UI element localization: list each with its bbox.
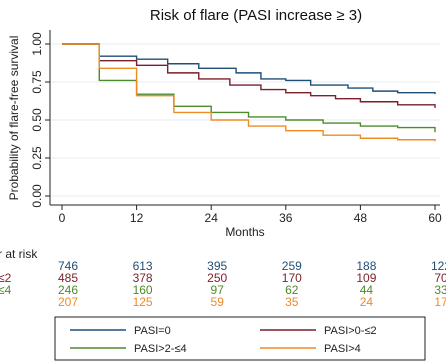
- risk-value-3-5: 17: [434, 295, 446, 309]
- legend-label-1: PASI>0-≤2: [324, 325, 377, 337]
- risk-value-0-5: 122: [431, 259, 446, 273]
- risk-value-0-3: 259: [282, 259, 302, 273]
- series-line-3: [62, 43, 436, 142]
- risk-row-label-1: ≤2: [0, 271, 12, 285]
- number-at-risk-label: r at risk: [0, 247, 38, 261]
- risk-value-3-2: 59: [211, 295, 225, 309]
- risk-value-1-4: 109: [356, 271, 376, 285]
- risk-value-2-1: 160: [133, 283, 153, 297]
- number-at-risk-table: 746 613 395 259 188 122 ≤2 485 378 250 170 109 70 ≤4 2…: [0, 259, 446, 309]
- chart-title: Risk of flare (PASI increase ≥ 3): [150, 7, 362, 24]
- risk-value-3-1: 125: [133, 295, 153, 309]
- risk-value-2-5: 33: [434, 283, 446, 297]
- risk-value-2-0: 246: [58, 283, 78, 297]
- legend-box: [54, 316, 426, 361]
- y-axis-label: Probability of flare-free survival: [7, 36, 21, 201]
- x-tick-label-2: 24: [205, 211, 219, 225]
- risk-value-1-5: 70: [434, 271, 446, 285]
- series-line-2: [62, 43, 436, 133]
- risk-value-2-2: 97: [211, 283, 225, 297]
- legend-label-0: PASI=0: [134, 325, 171, 337]
- risk-value-3-4: 24: [360, 295, 374, 309]
- risk-value-2-3: 62: [285, 283, 299, 297]
- x-ticks: 0 12 24 36 48 60: [59, 205, 442, 225]
- risk-value-0-1: 613: [133, 259, 153, 273]
- risk-value-1-1: 378: [133, 271, 153, 285]
- x-tick-label-0: 0: [59, 211, 66, 225]
- x-axis-label: Months: [225, 225, 264, 239]
- risk-value-0-4: 188: [356, 259, 376, 273]
- series-line-0: [62, 43, 436, 95]
- series-line-1: [62, 43, 436, 108]
- legend: PASI=0 PASI>0-≤2 PASI>2-≤4 PASI>4: [54, 316, 426, 361]
- risk-value-3-0: 207: [58, 295, 78, 309]
- legend-label-3: PASI>4: [324, 343, 361, 355]
- risk-value-1-0: 485: [58, 271, 78, 285]
- x-tick-label-5: 60: [428, 211, 442, 225]
- y-tick-label-0: 0.00: [30, 184, 44, 208]
- risk-value-2-4: 44: [360, 283, 374, 297]
- y-tick-label-2: 0.50: [30, 108, 44, 132]
- y-tick-label-3: 0.75: [30, 70, 44, 94]
- y-tick-label-4: 1.00: [30, 32, 44, 56]
- x-tick-label-3: 36: [279, 211, 293, 225]
- y-tick-label-1: 0.25: [30, 146, 44, 170]
- risk-value-1-2: 250: [207, 271, 227, 285]
- risk-value-0-2: 395: [207, 259, 227, 273]
- x-tick-label-4: 48: [354, 211, 368, 225]
- risk-value-1-3: 170: [282, 271, 302, 285]
- risk-value-3-3: 35: [285, 295, 299, 309]
- series-lines: [62, 43, 436, 142]
- y-ticks: 0.00 0.25 0.50 0.75 1.00: [30, 32, 50, 208]
- risk-row-label-2: ≤4: [0, 283, 12, 297]
- legend-label-2: PASI>2-≤4: [134, 343, 187, 355]
- risk-value-0-0: 746: [58, 259, 78, 273]
- x-tick-label-1: 12: [130, 211, 144, 225]
